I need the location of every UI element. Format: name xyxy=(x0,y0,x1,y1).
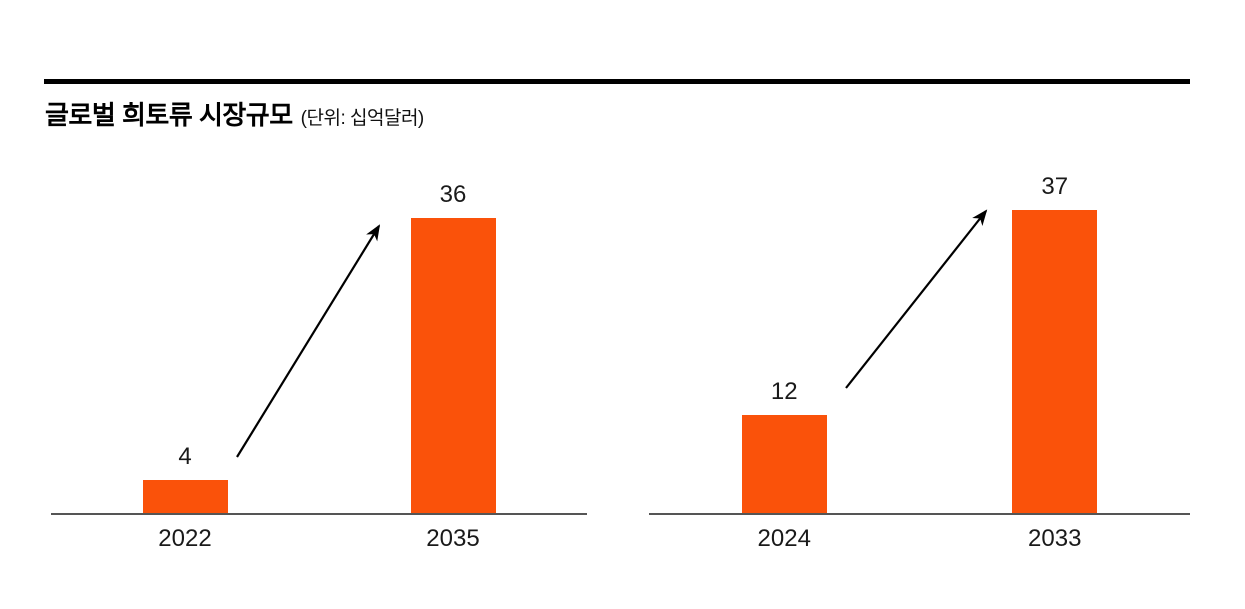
year-label-2035: 2035 xyxy=(426,525,480,552)
bar-2022 xyxy=(142,480,228,513)
bar-2024 xyxy=(741,415,827,513)
chart-unit-label: (단위: 십억달러) xyxy=(300,108,425,129)
year-label-2033: 2033 xyxy=(1028,525,1082,552)
chart-header: 글로벌 희토류 시장규모 (단위: 십억달러) xyxy=(45,95,424,132)
chart-title: 글로벌 희토류 시장규모 xyxy=(45,100,293,130)
value-label-2024: 12 xyxy=(770,378,798,405)
bar-2035 xyxy=(410,218,496,513)
year-label-2024: 2024 xyxy=(757,525,811,552)
top-divider-rule xyxy=(44,79,1190,84)
right-chart-panel: 12 2024 37 2033 xyxy=(649,160,1190,551)
value-label-2033: 37 xyxy=(1041,173,1069,200)
value-label-2022: 4 xyxy=(178,443,192,470)
left-chart-panel: 4 2022 36 2035 xyxy=(51,160,587,551)
value-label-2035: 36 xyxy=(439,181,467,208)
year-label-2022: 2022 xyxy=(158,525,212,552)
bar-2033 xyxy=(1012,210,1098,513)
